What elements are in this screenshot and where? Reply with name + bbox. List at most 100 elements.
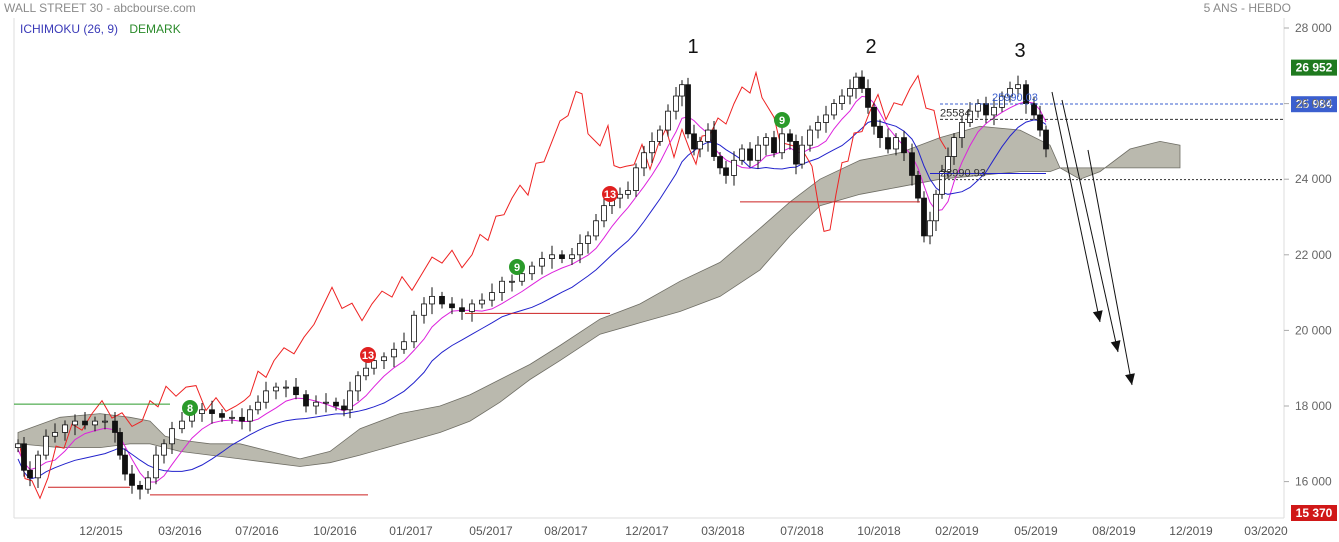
- candle-down: [885, 137, 891, 150]
- legend-demark[interactable]: DEMARK: [129, 22, 181, 36]
- demark-badge-label: 9: [779, 115, 785, 127]
- candle-up: [72, 420, 78, 426]
- candle-down: [859, 76, 865, 89]
- candle-up: [991, 106, 997, 116]
- candle-down: [333, 401, 339, 407]
- candle-down: [27, 469, 33, 479]
- x-tick-label: 10/2018: [857, 524, 901, 538]
- candle-up: [967, 110, 973, 123]
- kijun-line: [17, 119, 1047, 480]
- candle-down: [303, 394, 309, 407]
- period-label[interactable]: 5 ANS - HEBDO: [1203, 1, 1291, 15]
- candle-up: [229, 416, 235, 419]
- candle-down: [771, 137, 777, 154]
- chikou-line: [19, 70, 947, 500]
- level-line-label: 25584: [940, 107, 971, 119]
- candle-down: [21, 443, 27, 471]
- candle-up: [355, 375, 361, 392]
- candle-up: [823, 114, 829, 123]
- candle-up: [893, 137, 899, 150]
- projection-arrow-head: [1125, 373, 1135, 385]
- axes: 28 000 26 000 24 000 22 000 20 000 18 000 16 0…: [79, 21, 1332, 538]
- candle-up: [927, 220, 933, 237]
- candle-up: [255, 401, 261, 411]
- demark-badge-label: 13: [362, 350, 374, 362]
- candle-up: [499, 280, 505, 294]
- candle-up: [179, 420, 185, 430]
- candle-up: [641, 152, 647, 169]
- candle-up: [945, 156, 951, 173]
- y-tick-label: 16 000: [1295, 475, 1332, 489]
- x-tick-label: 01/2017: [389, 524, 433, 538]
- x-tick-label: 12/2017: [625, 524, 669, 538]
- candle-up: [1007, 88, 1013, 97]
- candle-up: [489, 292, 495, 301]
- candle-up: [731, 159, 737, 176]
- candle-up: [815, 122, 821, 131]
- demark-badge-label: 9: [514, 262, 520, 274]
- candle-down: [82, 420, 88, 426]
- x-tick-label: 07/2016: [235, 524, 279, 538]
- candle-up: [853, 76, 859, 89]
- candle-up: [371, 360, 377, 369]
- candle-up: [391, 348, 397, 358]
- candle-up: [755, 144, 761, 161]
- projection-arrow-line: [1087, 149, 1133, 386]
- candle-up: [247, 409, 253, 422]
- candle-up: [529, 265, 535, 275]
- demark-badge-label: 8: [187, 403, 193, 415]
- candle-up: [577, 243, 583, 256]
- level-line-label: 23990.93: [940, 168, 986, 180]
- candle-up: [779, 133, 785, 154]
- candle-up: [411, 314, 417, 343]
- legend-ichimoku[interactable]: ICHIMOKU (26, 9): [20, 22, 119, 36]
- x-tick-label: 05/2017: [469, 524, 513, 538]
- low-price-label: 15 370: [1296, 506, 1333, 520]
- demark-badge: [509, 259, 525, 275]
- demark-badge: [602, 186, 618, 202]
- candle-down: [723, 167, 729, 176]
- candle-up: [313, 401, 319, 407]
- annotations: 25584 25990.03 23990.93 26 952 25 984 15 370 1…: [14, 36, 1337, 521]
- candle-up: [933, 193, 939, 222]
- candle-up: [665, 110, 671, 131]
- candle-down: [122, 454, 128, 475]
- candle-down: [787, 133, 793, 142]
- candle-up: [831, 103, 837, 116]
- candle-down: [209, 409, 215, 414]
- x-tick-label: 08/2019: [1092, 524, 1136, 538]
- candle-up: [283, 386, 289, 389]
- chart-title: WALL STREET 30 - abcbourse.com: [4, 1, 196, 15]
- candle-up: [263, 390, 269, 403]
- candle-up: [363, 367, 369, 377]
- y-tick-label: 20 000: [1295, 323, 1332, 337]
- candle-down: [685, 84, 691, 135]
- candle-up: [847, 88, 853, 97]
- candle-down: [459, 307, 465, 312]
- candle-up: [92, 420, 98, 426]
- candle-up: [951, 137, 957, 157]
- candles: [15, 70, 1049, 500]
- candle-up: [15, 443, 21, 448]
- projection-arrow-line: [1051, 91, 1101, 323]
- candle-up: [62, 424, 68, 433]
- projection-arrow-head: [1110, 340, 1121, 352]
- ichimoku-cloud: [17, 125, 1181, 467]
- candle-down: [747, 148, 753, 161]
- candle-up: [601, 205, 607, 222]
- candle-down: [439, 295, 445, 305]
- candle-up: [469, 303, 475, 312]
- x-tick-label: 12/2015: [79, 524, 123, 538]
- demark-badge: [774, 112, 790, 128]
- y-tick-label: 28 000: [1295, 21, 1332, 35]
- demark-badge-label: 13: [604, 189, 616, 201]
- candle-down: [871, 106, 877, 127]
- candle-down: [239, 416, 245, 422]
- candle-up: [43, 435, 49, 456]
- candle-up: [1015, 84, 1021, 89]
- candle-up: [479, 299, 485, 305]
- demark-badge: [360, 347, 376, 363]
- candle-down: [915, 175, 921, 199]
- low-price-badge: [1291, 505, 1337, 521]
